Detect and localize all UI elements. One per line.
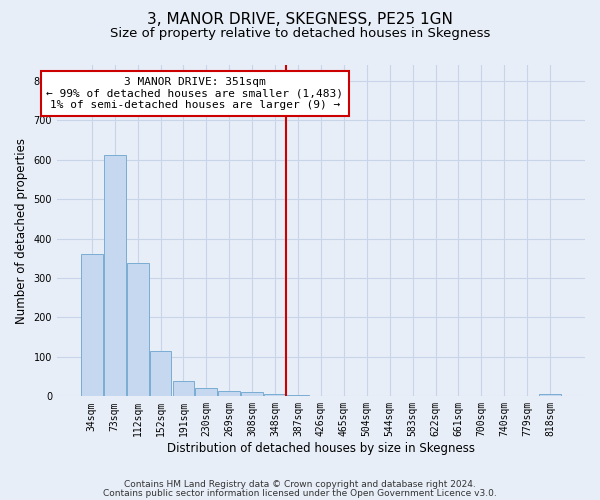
Text: Size of property relative to detached houses in Skegness: Size of property relative to detached ho… [110, 28, 490, 40]
Bar [287, 395, 309, 396]
Bar [539, 394, 561, 396]
Bar [127, 263, 149, 396]
Text: Contains HM Land Registry data © Crown copyright and database right 2024.: Contains HM Land Registry data © Crown c… [124, 480, 476, 489]
Bar [81, 254, 103, 396]
Y-axis label: Number of detached properties: Number of detached properties [15, 138, 28, 324]
Text: Contains public sector information licensed under the Open Government Licence v3: Contains public sector information licen… [103, 489, 497, 498]
Bar [196, 388, 217, 396]
Bar [264, 394, 286, 396]
Text: 3, MANOR DRIVE, SKEGNESS, PE25 1GN: 3, MANOR DRIVE, SKEGNESS, PE25 1GN [147, 12, 453, 28]
X-axis label: Distribution of detached houses by size in Skegness: Distribution of detached houses by size … [167, 442, 475, 455]
Text: 3 MANOR DRIVE: 351sqm
← 99% of detached houses are smaller (1,483)
1% of semi-de: 3 MANOR DRIVE: 351sqm ← 99% of detached … [46, 77, 343, 110]
Bar [241, 392, 263, 396]
Bar [218, 391, 240, 396]
Bar [104, 156, 125, 396]
Bar [149, 351, 172, 397]
Bar [173, 380, 194, 396]
